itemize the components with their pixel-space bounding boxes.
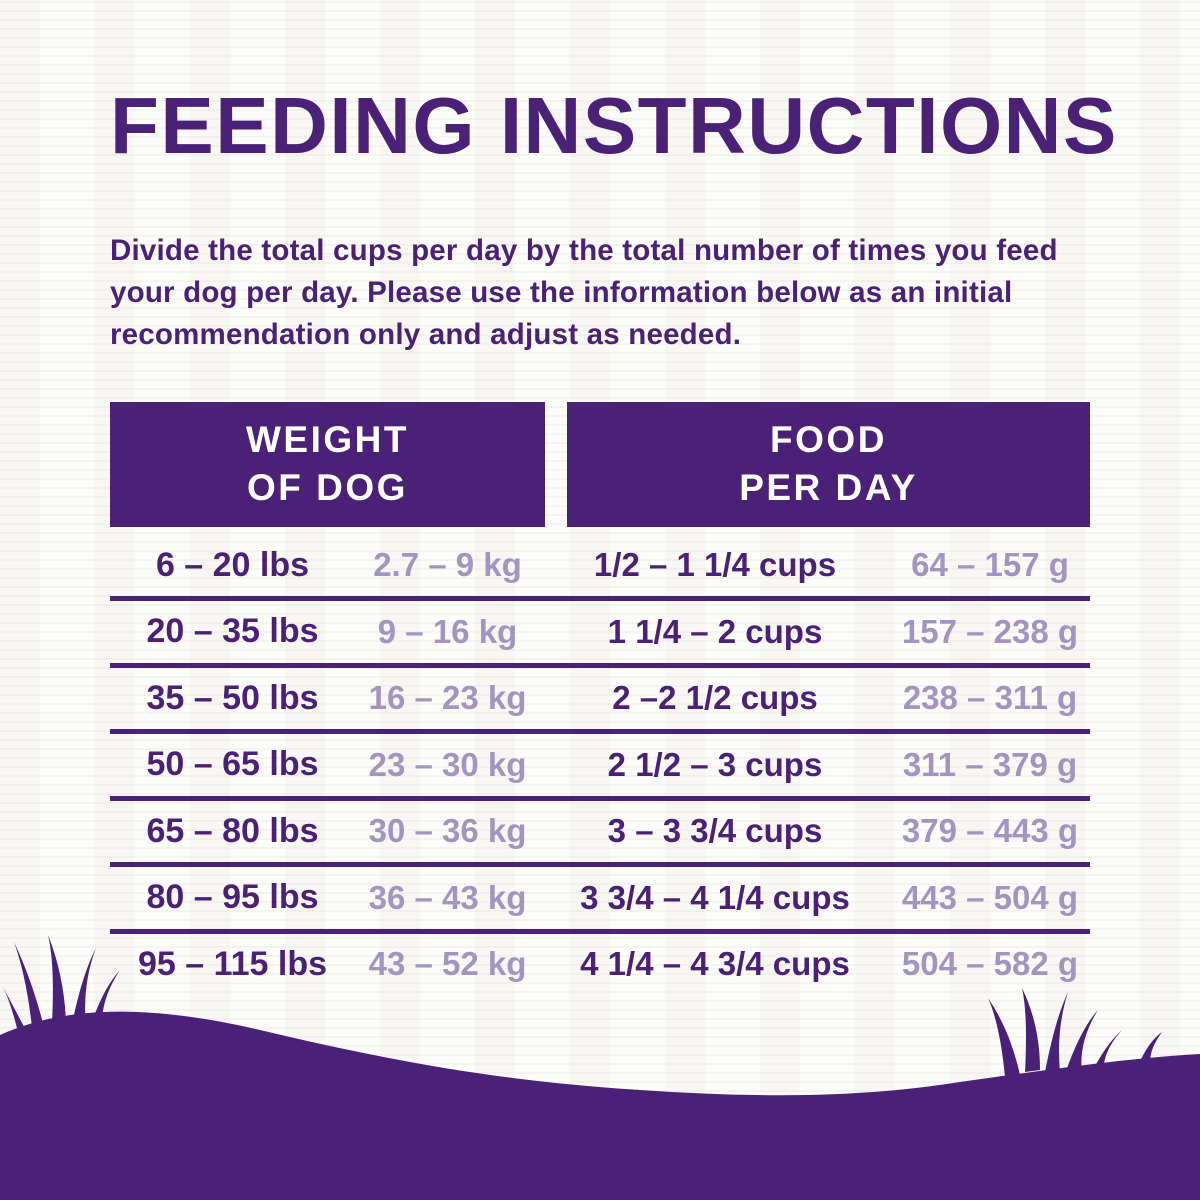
table-row: 6 – 20 lbs 2.7 – 9 kg 1/2 – 1 1/4 cups 6… <box>110 535 1090 602</box>
weight-lbs-value: 50 – 65 lbs <box>146 745 319 784</box>
grass-silhouette-icon <box>0 935 1200 1200</box>
food-grams-value: 157 – 238 g <box>901 612 1079 650</box>
weight-kg-value: 16 – 23 kg <box>368 679 527 717</box>
food-grams-value: 238 – 311 g <box>902 679 1078 717</box>
weight-kg-value: 2.7 – 9 kg <box>373 546 522 584</box>
table-row: 80 – 95 lbs 36 – 43 kg 3 3/4 – 4 1/4 cup… <box>110 867 1090 934</box>
weight-lbs-value: 20 – 35 lbs <box>146 612 319 651</box>
food-cups-value: 3 3/4 – 4 1/4 cups <box>580 878 850 916</box>
weight-kg-value: 23 – 30 kg <box>368 745 527 783</box>
weight-lbs-value: 95 – 115 lbs <box>137 944 328 983</box>
weight-lbs-value: 6 – 20 lbs <box>155 545 310 584</box>
food-cups-value: 4 1/4 – 4 3/4 cups <box>580 945 850 983</box>
feeding-table: WEIGHT OF DOG FOOD PER DAY 6 – 20 lbs 2.… <box>110 401 1090 996</box>
food-cups-value: 2 1/2 – 3 cups <box>607 745 823 783</box>
food-grams-value: 504 – 582 g <box>901 945 1079 983</box>
food-cups-value: 2 –2 1/2 cups <box>612 679 818 717</box>
weight-lbs-value: 35 – 50 lbs <box>146 678 319 717</box>
weight-kg-value: 30 – 36 kg <box>368 812 527 850</box>
header-food-per-day: FOOD PER DAY <box>567 401 1090 527</box>
food-grams-value: 311 – 379 g <box>902 745 1078 783</box>
header-weight-of-dog: WEIGHT OF DOG <box>110 401 545 527</box>
food-cups-value: 3 – 3 3/4 cups <box>607 812 823 850</box>
instructions-text: Divide the total cups per day by the tot… <box>110 234 1058 351</box>
food-cups-value: 1 1/4 – 2 cups <box>607 612 823 650</box>
weight-kg-value: 9 – 16 kg <box>377 612 518 650</box>
table-body: 6 – 20 lbs 2.7 – 9 kg 1/2 – 1 1/4 cups 6… <box>110 535 1090 996</box>
weight-lbs-value: 65 – 80 lbs <box>146 811 319 850</box>
feeding-instructions-panel: FEEDING INSTRUCTIONS Divide the total cu… <box>110 81 1118 996</box>
page-title: FEEDING INSTRUCTIONS <box>110 81 1118 170</box>
table-row: 50 – 65 lbs 23 – 30 kg 2 1/2 – 3 cups 31… <box>110 734 1090 801</box>
table-row: 95 – 115 lbs 43 – 52 kg 4 1/4 – 4 3/4 cu… <box>110 934 1090 996</box>
food-cups-value: 1/2 – 1 1/4 cups <box>593 546 837 584</box>
food-grams-value: 379 – 443 g <box>901 812 1079 850</box>
weight-kg-value: 36 – 43 kg <box>368 878 527 916</box>
table-row: 20 – 35 lbs 9 – 16 kg 1 1/4 – 2 cups 157… <box>110 601 1090 668</box>
weight-kg-value: 43 – 52 kg <box>368 945 527 983</box>
table-row: 65 – 80 lbs 30 – 36 kg 3 – 3 3/4 cups 37… <box>110 801 1090 868</box>
table-header-row: WEIGHT OF DOG FOOD PER DAY <box>110 401 1090 527</box>
table-row: 35 – 50 lbs 16 – 23 kg 2 –2 1/2 cups 238… <box>110 668 1090 735</box>
food-grams-value: 64 – 157 g <box>911 546 1069 584</box>
weight-lbs-value: 80 – 95 lbs <box>146 878 319 917</box>
food-grams-value: 443 – 504 g <box>901 878 1079 916</box>
